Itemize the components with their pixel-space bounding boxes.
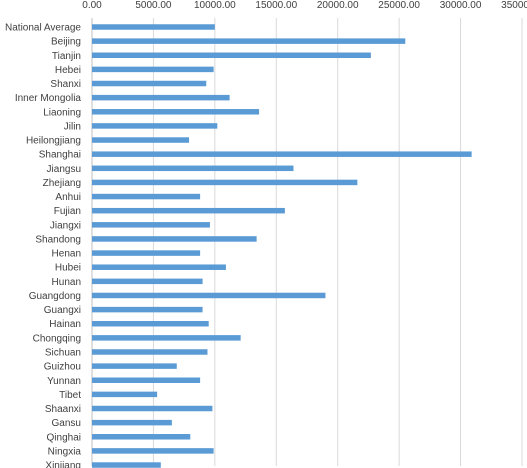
x-tick-label: 10000.00 [194, 0, 236, 11]
bar-shanxi [92, 80, 207, 87]
bar-guangxi [92, 306, 203, 313]
bar-tibet [92, 391, 158, 398]
category-label: Xinjiang [45, 461, 81, 468]
category-label: Sichuan [45, 347, 81, 358]
bar-qinghai [92, 434, 191, 440]
category-label: Tianjin [52, 51, 81, 62]
x-tick-label: 30000.00 [440, 0, 482, 11]
category-label: National Average [5, 23, 81, 34]
bar-henan [92, 250, 201, 256]
x-tick-label: 5000.00 [135, 0, 172, 11]
bar-sichuan [92, 349, 208, 355]
category-label: Henan [52, 249, 81, 260]
category-labels: National Average Beijing Tianjin Hebei Shanx… [5, 23, 81, 468]
category-label: Chongqing [33, 333, 81, 344]
bar-jilin [92, 123, 218, 129]
grid-lines [152, 18, 523, 466]
category-label: Hebei [55, 65, 81, 76]
bar-hebei [92, 66, 214, 73]
category-label: Fujian [54, 206, 81, 217]
x-tick-label: 20000.00 [317, 0, 359, 11]
bar-shandong [92, 236, 257, 242]
category-label: Jilin [64, 121, 81, 132]
bar-tianjin [92, 52, 371, 59]
bar-liaoning [92, 109, 260, 115]
bar-gansu [92, 419, 172, 426]
bar-inner-mongolia [92, 94, 230, 101]
bar-xinjiang [92, 462, 161, 468]
bar-ningxia [92, 448, 214, 454]
bar-heilongjiang [92, 137, 190, 143]
bar-anhui [92, 193, 201, 200]
bar-fujian [92, 207, 285, 214]
bar-chongqing [92, 335, 241, 341]
category-label: Hubei [55, 263, 81, 274]
category-label: Jiangsu [47, 164, 81, 175]
bar-shanghai [92, 151, 472, 157]
bar-guizhou [92, 363, 177, 369]
category-label: Shanghai [39, 150, 81, 161]
bar-beijing [92, 38, 406, 44]
category-label: Beijing [51, 37, 81, 48]
category-label: Liaoning [43, 107, 81, 118]
category-label: Tibet [59, 390, 81, 401]
bar-hunan [92, 278, 203, 285]
x-tick-label: 25000.00 [378, 0, 420, 11]
category-label: Yunnan [47, 376, 81, 387]
category-label: Inner Mongolia [15, 93, 82, 104]
x-tick-label: 15000.00 [255, 0, 297, 11]
bar-national-average [92, 24, 215, 30]
bar-zhejiang [92, 179, 358, 186]
x-axis-tick-labels: 0.00 5000.00 10000.00 15000.00 20000.00 25000… [82, 0, 527, 11]
bar-yunnan [92, 377, 201, 383]
category-label: Shandong [35, 234, 81, 245]
category-label: Hainan [49, 319, 81, 330]
bar-shaanxi [92, 405, 213, 412]
bar-guangdong [92, 292, 326, 299]
bar-jiangsu [92, 165, 294, 172]
x-tick-label: 0.00 [82, 0, 102, 11]
category-label: Shanxi [50, 79, 81, 90]
category-label: Shaanxi [45, 404, 81, 415]
bar-jiangxi [92, 222, 210, 228]
category-label: Heilongjiang [26, 136, 81, 147]
category-label: Qinghai [47, 432, 81, 443]
category-label: Guizhou [44, 362, 81, 373]
category-label: Hunan [52, 277, 81, 288]
x-tick-label: 35000.00 [501, 0, 527, 11]
bars [92, 24, 472, 468]
category-label: Guangxi [44, 305, 81, 316]
category-label: Ningxia [48, 446, 82, 457]
category-label: Guangdong [29, 291, 81, 302]
bar-hainan [92, 320, 209, 327]
category-label: Zhejiang [43, 178, 81, 189]
category-label: Gansu [52, 418, 81, 429]
bar-hubei [92, 264, 226, 270]
category-label: Jiangxi [50, 220, 81, 231]
category-label: Anhui [55, 192, 81, 203]
